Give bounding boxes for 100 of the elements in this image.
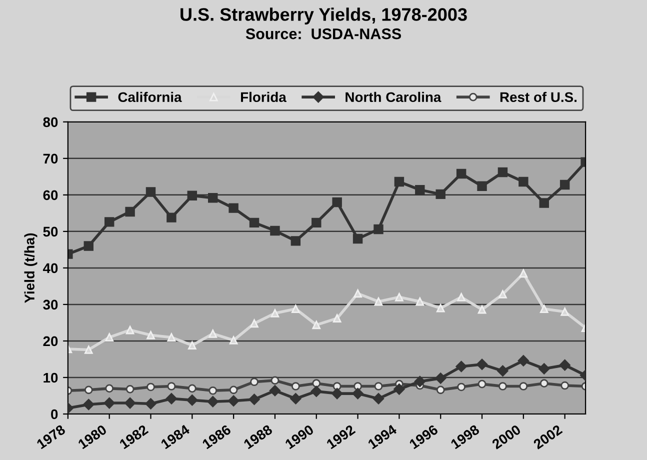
point xyxy=(105,384,114,393)
point xyxy=(477,181,487,192)
point xyxy=(476,358,488,370)
point xyxy=(540,379,548,388)
y-tick-label: 10 xyxy=(44,372,58,383)
point xyxy=(436,189,446,200)
point xyxy=(228,203,238,213)
point xyxy=(312,379,321,388)
x-tick-label: 1992 xyxy=(326,424,356,450)
x-tick-label: 1982 xyxy=(118,424,149,450)
point xyxy=(84,386,93,394)
legend-label: Rest of U.S. xyxy=(500,92,576,102)
point xyxy=(310,386,322,397)
point xyxy=(518,355,530,366)
point xyxy=(146,382,155,392)
point xyxy=(292,304,300,314)
y-axis-title: Yield (t/ha) xyxy=(24,233,38,303)
point xyxy=(126,385,134,394)
x-tick-label: 1996 xyxy=(408,424,439,450)
point xyxy=(146,330,155,340)
point xyxy=(497,365,508,377)
point xyxy=(394,176,404,187)
point xyxy=(290,236,301,246)
point xyxy=(167,333,176,342)
point xyxy=(270,376,280,385)
x-tick-label: 1990 xyxy=(284,424,314,450)
point xyxy=(519,382,528,390)
point xyxy=(435,372,446,384)
chart-title: U.S. Strawberry Yields, 1978-2003 xyxy=(180,8,467,24)
y-tick-label: 50 xyxy=(43,226,58,237)
legend-label: California xyxy=(118,92,182,102)
point xyxy=(104,397,115,409)
point xyxy=(208,330,218,338)
point xyxy=(456,168,466,179)
point xyxy=(229,386,238,394)
point xyxy=(270,226,280,236)
point xyxy=(560,381,569,390)
y-tick-label: 70 xyxy=(43,154,58,164)
point xyxy=(167,382,176,390)
point xyxy=(125,206,135,217)
legend-label: North Carolina xyxy=(346,92,442,102)
point xyxy=(352,234,363,244)
point xyxy=(124,397,136,409)
point xyxy=(498,290,507,298)
point xyxy=(456,360,467,372)
point xyxy=(146,187,156,197)
point xyxy=(457,292,466,302)
point xyxy=(312,218,322,228)
point xyxy=(478,305,486,314)
y-tick-label: 0 xyxy=(51,409,58,420)
point xyxy=(187,190,198,201)
point xyxy=(559,359,570,371)
point xyxy=(248,394,260,405)
point xyxy=(84,241,94,251)
point xyxy=(83,398,94,410)
point xyxy=(498,167,508,178)
point xyxy=(84,346,93,354)
y-tick-label: 80 xyxy=(43,117,58,128)
point xyxy=(498,382,507,390)
point xyxy=(250,378,258,386)
point xyxy=(374,297,383,306)
point xyxy=(332,314,342,323)
point xyxy=(312,320,321,330)
point xyxy=(414,376,426,388)
point xyxy=(560,308,569,316)
point xyxy=(249,218,260,228)
point xyxy=(188,384,196,393)
point xyxy=(229,336,238,344)
x-tick-label: 1986 xyxy=(202,424,232,450)
point xyxy=(539,198,549,208)
point xyxy=(126,326,134,334)
point xyxy=(269,385,281,396)
point xyxy=(478,380,486,388)
point xyxy=(332,382,342,390)
point xyxy=(538,363,550,374)
point xyxy=(166,212,176,222)
point xyxy=(250,319,258,328)
point xyxy=(208,386,218,395)
point xyxy=(560,180,570,190)
y-tick-label: 40 xyxy=(42,263,58,274)
chart-subtitle: Source: USDA-NASS xyxy=(246,28,401,40)
point xyxy=(415,184,425,195)
point xyxy=(457,382,466,392)
point xyxy=(416,297,424,306)
point xyxy=(188,341,196,350)
point xyxy=(104,217,114,227)
point xyxy=(395,292,404,302)
point xyxy=(540,304,548,314)
y-tick-label: 30 xyxy=(43,300,58,310)
point xyxy=(290,393,302,404)
legend-label: Florida xyxy=(241,92,286,102)
point xyxy=(394,384,405,395)
x-tick-label: 1980 xyxy=(78,424,108,450)
point xyxy=(292,382,300,390)
point xyxy=(372,393,384,404)
point xyxy=(186,394,198,406)
y-tick-label: 20 xyxy=(43,336,58,346)
point xyxy=(207,396,218,408)
point xyxy=(166,393,178,404)
point xyxy=(352,388,364,400)
